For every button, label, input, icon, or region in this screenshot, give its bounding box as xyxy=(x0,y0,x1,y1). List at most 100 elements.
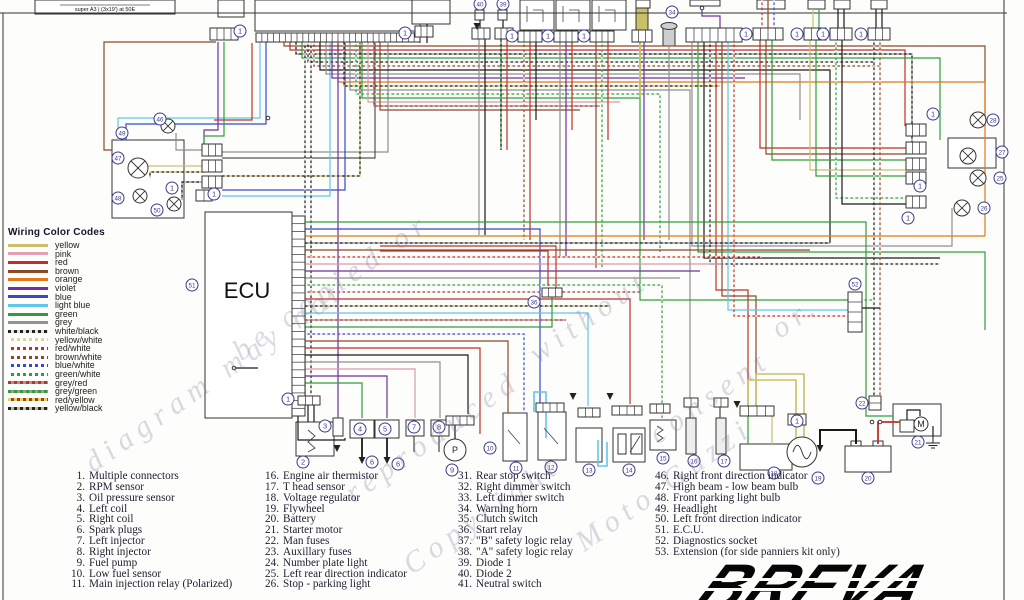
legend-item-number: 19. xyxy=(265,502,279,515)
legend-item-label: Start relay xyxy=(476,524,523,537)
component-number-badge xyxy=(790,27,804,41)
color-swatch-line xyxy=(8,338,48,342)
wire-stripe xyxy=(305,284,663,418)
legend-item: 2. RPM sensor xyxy=(64,480,258,493)
legend-item-label: Rear stop switch xyxy=(476,470,551,482)
wire xyxy=(835,40,906,199)
wire xyxy=(222,43,389,153)
legend-item: 21. Starter motor xyxy=(258,525,451,536)
component-number: 1 xyxy=(906,214,910,223)
legend-item-label: Left injector xyxy=(89,535,145,548)
component-number-badge xyxy=(111,151,125,165)
component-number: 1 xyxy=(238,27,242,36)
component-number-badge xyxy=(622,463,636,477)
color-code-label: brown xyxy=(55,265,79,276)
wire xyxy=(697,42,986,330)
component-number-badge xyxy=(473,0,487,11)
component-number-badge xyxy=(848,277,862,291)
legend-item: 23. Auxillary fuses xyxy=(258,546,451,558)
legend-item-label: RPM sensor xyxy=(89,480,145,493)
ground-arrow-icon xyxy=(816,445,824,452)
component-box xyxy=(689,0,721,7)
wire xyxy=(605,9,616,22)
legend-item: 37. "B" safety logic relay xyxy=(451,535,648,547)
color-code-item: green xyxy=(8,310,105,319)
component-number-badge xyxy=(687,454,701,468)
legend-item-label: Stop - parking light xyxy=(283,578,371,591)
ground-arrow-icon xyxy=(473,23,481,30)
legend-item-number: 38. xyxy=(458,545,472,558)
component-number: 49 xyxy=(118,131,126,138)
legend-item: 16. Engine air thermistor xyxy=(258,470,451,482)
connector-block xyxy=(649,403,671,414)
wire xyxy=(380,245,557,288)
legend-item-number: 1. xyxy=(76,470,85,482)
legend-item-label: Right coil xyxy=(89,513,134,526)
component-number: 1 xyxy=(286,395,290,404)
legend-item-label: Diagnostics socket xyxy=(673,535,758,548)
wire xyxy=(117,42,261,140)
wire-stripe xyxy=(222,43,361,177)
component-number: 36 xyxy=(530,300,538,307)
legend-item: 51. E.C.U. xyxy=(648,525,840,536)
color-swatch-line xyxy=(8,381,48,385)
component-number-badge xyxy=(986,113,1000,127)
legend-item-label: E.C.U. xyxy=(673,524,704,537)
wire xyxy=(222,43,331,197)
component-box xyxy=(715,417,727,455)
component-box xyxy=(635,0,651,9)
legend-item-label: Left dimmer switch xyxy=(476,491,565,504)
bulb-filament xyxy=(168,198,180,210)
legend-item-label: Diode 2 xyxy=(476,567,512,580)
wire xyxy=(305,375,388,418)
component-number-badge xyxy=(505,29,519,43)
color-code-item: white/black xyxy=(8,327,105,336)
wire-stripe xyxy=(373,42,600,107)
legend-item: 52. Diagnostics socket xyxy=(648,535,840,548)
wire xyxy=(507,429,521,445)
component-number-badge xyxy=(165,181,179,195)
legend-item-label: Low fuel sensor xyxy=(89,567,162,580)
bulb-filament xyxy=(130,160,146,176)
legend-item: 8. Right injector xyxy=(64,546,258,558)
component-number-badge xyxy=(318,419,332,433)
legend-item-number: 46. xyxy=(655,470,669,482)
legend-item: 32. Right dimmer switch xyxy=(451,481,648,493)
color-codes-title: Wiring Color Codes xyxy=(8,227,105,238)
component-number-badge xyxy=(432,420,446,434)
color-code-item: violet xyxy=(8,284,105,293)
component-number-badge xyxy=(483,441,497,455)
connector-block xyxy=(905,157,927,171)
wire xyxy=(841,40,906,205)
legend-item: 1. Multiple connectors xyxy=(64,470,258,482)
bulb-filament xyxy=(972,172,984,184)
wire xyxy=(597,440,608,467)
junction-node xyxy=(265,115,271,121)
legend-item-number: 2. xyxy=(76,480,85,493)
component-number: 14 xyxy=(625,468,633,475)
wire-stripe xyxy=(305,333,525,413)
legend-item-label: Multiple connectors xyxy=(89,470,179,482)
legend-column: 46. Right front direction indicator 47. Hig… xyxy=(648,470,840,590)
color-swatch-line xyxy=(8,260,48,264)
wire xyxy=(380,250,549,286)
ground-arrow-icon xyxy=(358,457,366,464)
legend-item-number: 53. xyxy=(655,545,669,558)
legend-item: 47. High beam - low beam bulb xyxy=(648,481,840,493)
component-number: 50 xyxy=(153,208,161,215)
legend-item-label: Fuel pump xyxy=(89,556,138,569)
component-number-badge xyxy=(153,112,167,126)
color-swatch-line xyxy=(8,407,48,411)
legend-item-number: 10. xyxy=(71,567,85,580)
wire xyxy=(533,9,544,22)
wire xyxy=(305,347,481,434)
connector-block xyxy=(414,25,434,38)
wire xyxy=(305,298,631,404)
color-code-label: red xyxy=(55,257,68,268)
color-code-list: yellow pink red brown orange violet blue light … xyxy=(8,241,105,413)
color-code-label: violet xyxy=(55,282,76,293)
component-number: 1 xyxy=(859,30,863,39)
component-number-badge xyxy=(185,278,199,292)
component-number-badge xyxy=(767,466,781,480)
